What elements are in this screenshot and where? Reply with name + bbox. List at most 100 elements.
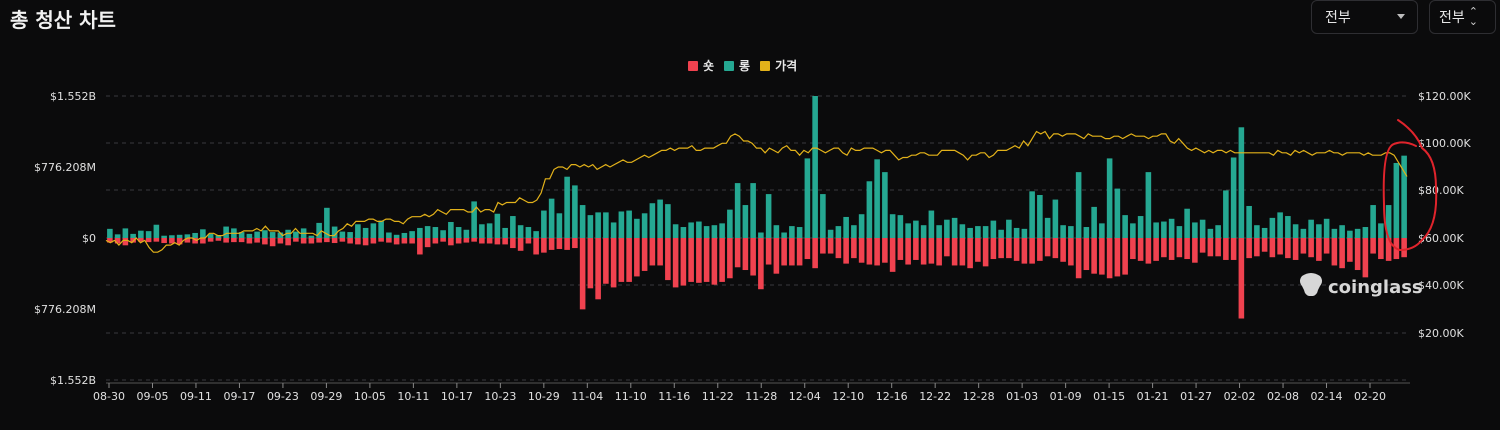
exchange-select[interactable]: 전부 ⌃ ⌄ xyxy=(1429,0,1496,34)
long-bar xyxy=(773,225,780,238)
short-bar xyxy=(533,238,539,255)
long-bar xyxy=(386,232,392,238)
long-bar xyxy=(107,228,113,238)
y-left-tick: $1.552B xyxy=(50,374,96,387)
long-bar xyxy=(114,234,121,238)
short-bar xyxy=(1168,238,1175,260)
legend-item-price[interactable]: 가격 xyxy=(760,57,797,74)
short-bar xyxy=(300,238,307,244)
long-bar xyxy=(548,198,555,238)
long-bar xyxy=(145,231,152,238)
long-bar xyxy=(1261,227,1268,238)
x-tick-label: 11-16 xyxy=(658,390,690,403)
long-bar xyxy=(169,235,175,238)
long-bar xyxy=(238,232,245,238)
long-bar xyxy=(293,231,299,238)
long-bar xyxy=(750,183,756,238)
short-bar xyxy=(471,238,477,242)
long-bar xyxy=(1106,158,1113,238)
long-bar xyxy=(1176,226,1183,238)
short-bar xyxy=(634,238,640,277)
short-bar xyxy=(393,238,400,245)
long-bar xyxy=(1161,221,1167,238)
long-bar xyxy=(1137,216,1144,238)
long-bar xyxy=(765,194,772,238)
y-left-tick: $776.208M xyxy=(34,161,96,174)
short-bar xyxy=(308,238,315,244)
long-bar xyxy=(517,225,524,238)
short-bar xyxy=(548,238,555,250)
long-bar xyxy=(1207,228,1214,238)
long-bar xyxy=(564,176,570,238)
short-bar xyxy=(1300,238,1307,254)
short-bar xyxy=(1223,238,1229,260)
x-tick-label: 11-04 xyxy=(571,390,603,403)
long-bar xyxy=(525,227,532,238)
short-bar xyxy=(851,238,857,259)
legend-item-short[interactable]: 숏 xyxy=(688,57,714,74)
short-bar xyxy=(1060,238,1066,262)
short-bar xyxy=(269,238,276,247)
long-bar xyxy=(1308,219,1314,238)
short-bar xyxy=(200,238,206,244)
long-bar xyxy=(796,227,803,238)
x-tick-label: 12-22 xyxy=(919,390,951,403)
long-bar xyxy=(277,232,284,238)
long-bar xyxy=(951,217,958,238)
x-tick-label: 10-29 xyxy=(528,390,560,403)
short-bar xyxy=(277,238,284,244)
short-bar xyxy=(517,238,524,251)
long-bar xyxy=(1277,212,1283,238)
long-bar xyxy=(130,233,136,238)
long-bar xyxy=(889,214,896,238)
short-bar xyxy=(331,238,338,244)
long-bar xyxy=(378,220,384,238)
long-bar xyxy=(672,224,679,238)
short-bar xyxy=(324,238,330,243)
long-bar xyxy=(781,232,787,238)
short-bar xyxy=(1021,238,1028,264)
long-bar xyxy=(982,226,989,238)
long-bar xyxy=(812,96,818,238)
long-bar xyxy=(324,207,330,238)
short-bar xyxy=(758,238,764,290)
x-tick-label: 09-17 xyxy=(223,390,255,403)
y-right-tick: $40.00K xyxy=(1418,279,1464,292)
long-bar xyxy=(1300,228,1307,238)
short-bar xyxy=(455,238,462,244)
short-bar xyxy=(696,238,702,283)
long-bar xyxy=(331,226,338,238)
long-bar xyxy=(1184,208,1190,238)
short-bar xyxy=(153,238,160,242)
x-tick-label: 01-21 xyxy=(1137,390,1169,403)
short-bar xyxy=(355,238,361,245)
long-bar xyxy=(874,159,880,238)
coinglass-watermark: coinglass xyxy=(1300,273,1423,298)
long-bar xyxy=(486,223,493,238)
long-bar xyxy=(1401,155,1407,238)
x-tick-label: 12-04 xyxy=(789,390,821,403)
x-tick-label: 11-10 xyxy=(615,390,647,403)
long-bar xyxy=(1385,205,1392,238)
long-bar xyxy=(858,214,865,238)
short-bar xyxy=(479,238,485,244)
short-bar xyxy=(223,238,229,243)
long-bar xyxy=(432,227,439,238)
short-bar xyxy=(672,238,679,288)
short-bar xyxy=(347,238,353,244)
long-bar xyxy=(455,227,462,238)
short-bar xyxy=(285,238,291,246)
long-bar xyxy=(1323,218,1330,238)
long-bar xyxy=(246,233,253,238)
long-bar xyxy=(1013,227,1020,238)
short-bar xyxy=(122,238,129,246)
short-bar xyxy=(1013,238,1020,261)
short-bar xyxy=(711,238,718,285)
long-bar xyxy=(184,234,191,238)
short-bar xyxy=(145,238,152,243)
short-bar xyxy=(773,238,780,274)
short-bar xyxy=(370,238,377,244)
legend-item-long[interactable]: 롱 xyxy=(724,57,750,74)
long-bar xyxy=(641,213,648,238)
range-select[interactable]: 전부 xyxy=(1311,0,1418,34)
